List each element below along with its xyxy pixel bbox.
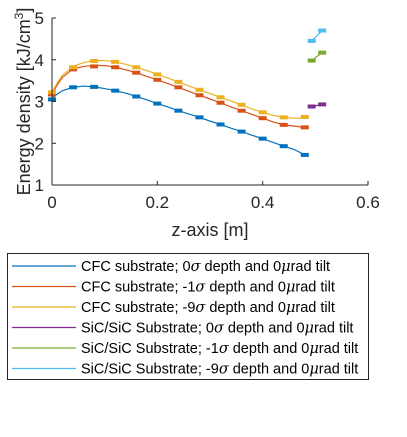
data-point	[132, 65, 141, 70]
data-point	[216, 122, 225, 127]
legend-label: SiC/SiC Substrate; -1σ depth and 0μrad t…	[81, 341, 358, 357]
y-tick-label: 4	[35, 51, 44, 70]
data-point	[69, 85, 78, 90]
data-point	[307, 38, 316, 43]
data-point	[195, 93, 204, 98]
data-point	[69, 67, 78, 72]
data-point	[307, 104, 316, 109]
data-point	[132, 70, 141, 75]
y-tick-label: 2	[35, 134, 44, 153]
plot-area	[48, 18, 368, 185]
legend-label: CFC substrate; -9σ depth and 0μrad tilt	[81, 300, 335, 316]
data-point	[90, 64, 99, 69]
data-point	[300, 125, 309, 130]
x-axis-label: z-axis [m]	[171, 220, 248, 240]
data-point	[153, 77, 162, 82]
x-ticks: 0 0.2 0.4 0.6	[47, 181, 380, 212]
y-tick-label: 1	[35, 176, 44, 195]
data-point	[216, 95, 225, 100]
data-point	[69, 65, 78, 70]
data-point	[174, 85, 183, 90]
data-point	[318, 102, 327, 107]
y-tick-label: 5	[35, 9, 44, 28]
data-point	[318, 50, 327, 55]
legend-box	[7, 253, 369, 380]
data-point	[258, 110, 267, 115]
x-tick-label: 0	[47, 193, 56, 212]
axes: 0 0.2 0.4 0.6 1 2 3 4 5	[35, 9, 380, 212]
series-6	[307, 28, 327, 43]
legend-label: CFC substrate; 0σ depth and 0μrad tilt	[81, 259, 330, 275]
y-axis-label: Energy density [kJ/cm3]	[12, 8, 34, 196]
series-layer	[48, 28, 327, 157]
data-point	[153, 101, 162, 106]
data-point	[132, 94, 141, 99]
legend-label: SiC/SiC Substrate; -9σ depth and 0μrad t…	[81, 362, 358, 378]
data-point	[300, 114, 309, 119]
legend-label: CFC substrate; -1σ depth and 0μrad tilt	[81, 280, 335, 296]
legend-item: CFC substrate; -9σ depth and 0μrad tilt	[12, 300, 335, 316]
legend-item: SiC/SiC Substrate; -1σ depth and 0μrad t…	[12, 341, 358, 357]
y-tick-label: 3	[35, 93, 44, 112]
data-point	[111, 59, 120, 64]
x-tick-label: 0.4	[251, 193, 275, 212]
data-point	[258, 116, 267, 121]
legend-items: CFC substrate; 0σ depth and 0μrad tilt CF…	[12, 259, 358, 378]
legend-item: SiC/SiC Substrate; -9σ depth and 0μrad t…	[12, 362, 358, 378]
series-3	[48, 59, 309, 120]
data-point	[111, 88, 120, 93]
y-ticks: 1 2 3 4 5	[35, 9, 56, 195]
plot-background	[52, 18, 368, 185]
data-point	[237, 102, 246, 107]
data-point	[318, 28, 327, 33]
data-point	[195, 87, 204, 92]
legend-item: CFC substrate; 0σ depth and 0μrad tilt	[12, 259, 330, 275]
data-point	[279, 144, 288, 149]
data-point	[195, 115, 204, 120]
legend: CFC substrate; 0σ depth and 0μrad tilt CF…	[7, 253, 369, 380]
series-4	[307, 102, 327, 109]
series-5	[307, 50, 327, 63]
legend-item: CFC substrate; -1σ depth and 0μrad tilt	[12, 280, 335, 296]
data-point	[237, 129, 246, 134]
data-point	[174, 108, 183, 113]
data-point	[279, 115, 288, 120]
legend-item: SiC/SiC Substrate; 0σ depth and 0μrad ti…	[12, 321, 353, 337]
legend-label: SiC/SiC Substrate; 0σ depth and 0μrad ti…	[81, 321, 353, 337]
data-point	[300, 152, 309, 157]
data-point	[90, 84, 99, 89]
data-point	[216, 100, 225, 105]
data-point	[153, 72, 162, 77]
data-point	[307, 58, 316, 63]
data-point	[258, 136, 267, 141]
data-point	[237, 108, 246, 113]
data-point	[90, 59, 99, 63]
data-point	[111, 65, 120, 70]
data-point	[174, 79, 183, 84]
x-tick-label: 0.6	[356, 193, 380, 212]
x-tick-label: 0.2	[146, 193, 170, 212]
data-point	[279, 122, 288, 127]
